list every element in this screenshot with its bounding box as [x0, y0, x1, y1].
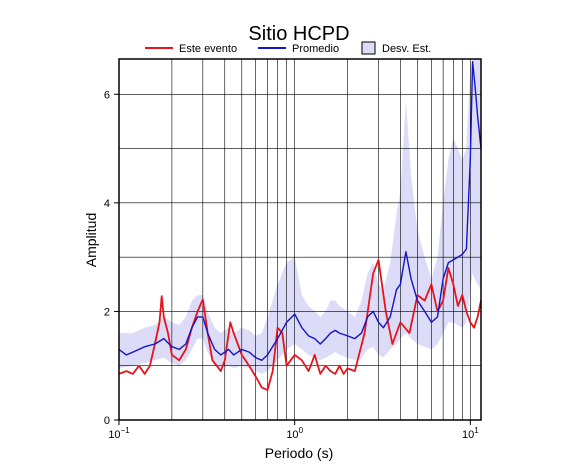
legend: Este evento Promedio Desv. Est.: [145, 41, 431, 55]
std-band: [119, 59, 481, 374]
x-tick-label: 100: [286, 426, 303, 441]
y-axis-label: Amplitud: [83, 213, 99, 267]
chart-title: Sitio HCPD: [248, 23, 349, 45]
series-line-2: [118, 61, 482, 361]
y-tick-labels: 0 2 4 6: [104, 89, 119, 427]
legend-label-1: Este evento: [179, 43, 237, 55]
y-tick-label: 4: [104, 198, 110, 210]
x-axis-label: Periodo (s): [265, 445, 333, 461]
grid-layer: [119, 59, 481, 420]
x-tick-labels: 10−1 100 101: [108, 420, 479, 441]
y-tick-label: 0: [104, 415, 110, 427]
legend-swatch-3: [361, 41, 376, 55]
y-tick-label: 6: [104, 89, 110, 101]
std-band-layer: [119, 59, 481, 374]
y-tick-label: 2: [104, 306, 110, 318]
x-tick-label: 101: [462, 426, 479, 441]
plot-frame: [118, 58, 482, 421]
x-tick-label: 10−1: [108, 426, 130, 441]
legend-label-2: Promedio: [292, 43, 339, 55]
plot-area: [118, 58, 482, 421]
series-layer: [118, 61, 482, 392]
legend-label-3: Desv. Est.: [382, 43, 431, 55]
series-line-1: [118, 258, 482, 392]
